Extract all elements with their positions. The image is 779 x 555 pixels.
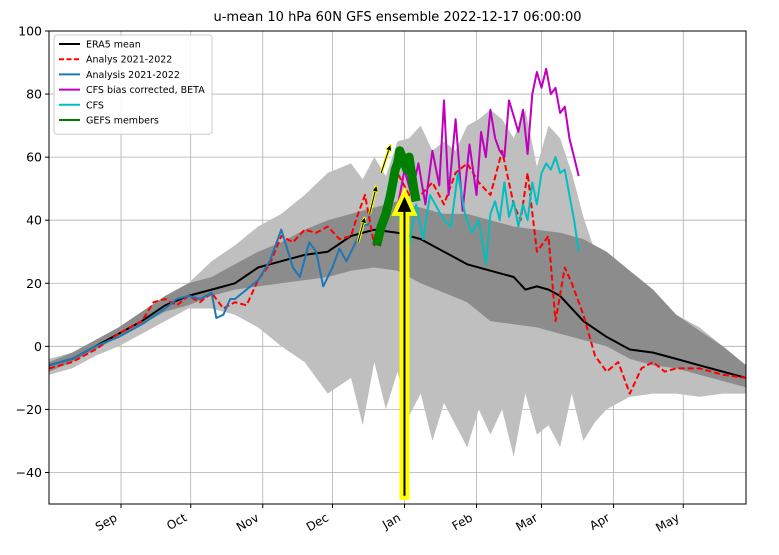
- y-axis-ticks: 100 80 60 40 20 0 −20 −40: [16, 24, 49, 480]
- legend-entry-analys-2021-2022: Analys 2021-2022: [59, 55, 172, 66]
- legend: ERA5 mean Analys 2021-2022 Analysis 2021-2…: [53, 34, 213, 135]
- series-line-cfs-bias-corrected-beta: [396, 67, 580, 212]
- legend-label: Analys 2021-2022: [86, 55, 172, 66]
- y-tick-label: 80: [26, 87, 42, 102]
- outer-ensemble-band: [49, 109, 746, 457]
- legend-label: GEFS members: [86, 116, 159, 127]
- series-line-gefs-members: [372, 146, 421, 247]
- series-line-analysis-2021-2022: [49, 222, 371, 367]
- legend-entry-gefs-members: GEFS members: [59, 116, 159, 127]
- y-tick-label: 0: [34, 339, 42, 354]
- legend-entry-cfs: CFS: [59, 100, 104, 111]
- forecast-arrow: [379, 143, 392, 174]
- annotations: [356, 143, 418, 500]
- y-tick-label: −40: [16, 465, 42, 480]
- legend-label: CFS bias corrected, BETA: [86, 85, 205, 96]
- chart-title: u-mean 10 hPa 60N GFS ensemble 2022-12-1…: [213, 10, 581, 25]
- legend-label: CFS: [86, 100, 104, 111]
- inner-ensemble-band: [49, 201, 746, 388]
- legend-entry-analysis-2021-2022: Analysis 2021-2022: [59, 70, 180, 81]
- forecast-arrow: [356, 216, 367, 243]
- y-tick-label: 100: [18, 24, 42, 39]
- series-line-analys-2021-2022: [49, 149, 746, 395]
- legend-label: ERA5 mean: [86, 40, 141, 51]
- legend-label: Analysis 2021-2022: [86, 70, 180, 81]
- y-tick-label: 20: [26, 276, 42, 291]
- series-lines: [49, 67, 746, 395]
- y-tick-label: 60: [26, 150, 42, 165]
- current-date-arrow: [391, 186, 418, 500]
- legend-entry-cfs-bias-corrected-beta: CFS bias corrected, BETA: [59, 85, 205, 96]
- plot-frame: [48, 30, 747, 505]
- ensemble-bands: [49, 109, 746, 457]
- y-tick-label: 40: [26, 213, 42, 228]
- legend-box: [53, 34, 213, 135]
- series-line-cfs: [396, 156, 580, 266]
- y-tick-label: −20: [16, 402, 42, 417]
- legend-entry-era5-mean: ERA5 mean: [59, 40, 141, 51]
- forecast-arrow: [368, 184, 379, 215]
